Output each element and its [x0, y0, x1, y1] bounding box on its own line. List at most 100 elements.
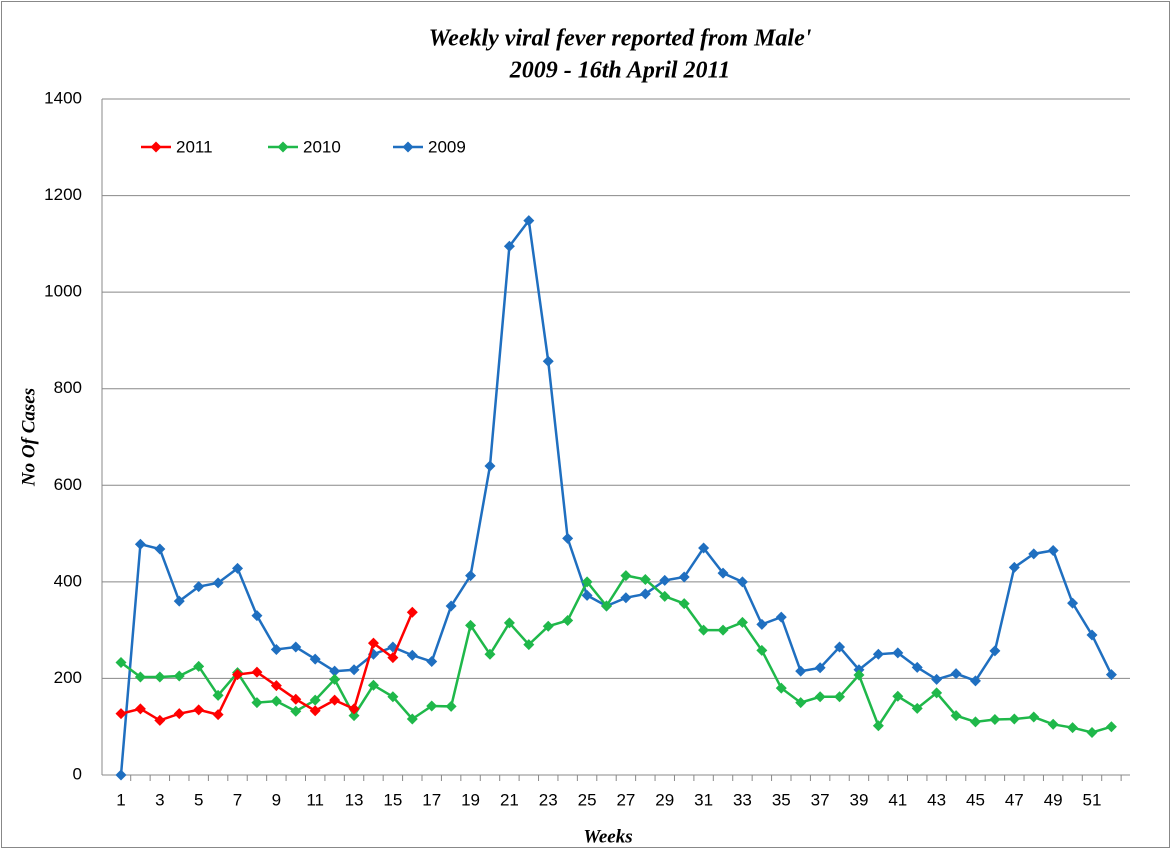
data-point	[193, 660, 205, 672]
data-point	[1086, 727, 1098, 739]
data-point	[892, 647, 904, 659]
x-tick-label: 27	[616, 790, 635, 809]
data-point	[232, 562, 244, 574]
data-point	[795, 665, 807, 677]
data-point	[115, 656, 127, 668]
data-point	[309, 653, 321, 665]
data-point	[270, 695, 282, 707]
x-tick-label: 17	[422, 790, 441, 809]
data-point	[834, 691, 846, 703]
data-point	[212, 577, 224, 589]
x-tick-label: 13	[345, 790, 364, 809]
chart-subtitle: 2009 - 16th April 2011	[509, 58, 730, 84]
data-point	[173, 670, 185, 682]
x-tick-label: 9	[272, 790, 281, 809]
y-tick-label: 1400	[44, 88, 82, 107]
data-point	[678, 598, 690, 610]
x-tick-label: 51	[1083, 790, 1102, 809]
data-point	[814, 662, 826, 674]
data-point	[872, 720, 884, 732]
data-point	[834, 641, 846, 653]
data-point	[659, 590, 671, 602]
data-point	[523, 639, 535, 651]
x-tick-label: 21	[500, 790, 519, 809]
data-point	[387, 691, 399, 703]
data-point	[698, 624, 710, 636]
data-point	[193, 581, 205, 593]
data-point	[134, 671, 146, 683]
data-point	[639, 573, 651, 585]
data-point	[581, 576, 593, 588]
y-tick-label: 1000	[44, 282, 82, 301]
x-tick-label: 29	[655, 790, 674, 809]
chart-title: Weekly viral fever reported from Male'	[429, 26, 812, 52]
data-point	[562, 532, 574, 544]
data-point	[406, 649, 418, 661]
data-point	[406, 713, 418, 725]
data-point	[232, 669, 244, 681]
x-tick-label: 1	[116, 790, 125, 809]
data-point	[581, 589, 593, 601]
data-point	[523, 215, 535, 227]
data-point	[989, 645, 1001, 657]
data-point	[542, 620, 554, 632]
data-point	[775, 611, 787, 623]
data-point	[115, 708, 127, 720]
legend-marker	[402, 141, 414, 153]
x-tick-label: 49	[1044, 790, 1063, 809]
data-point	[620, 592, 632, 604]
data-point	[154, 543, 166, 555]
legend-marker	[150, 141, 162, 153]
data-point	[251, 697, 263, 709]
data-point	[659, 574, 671, 586]
data-point	[736, 576, 748, 588]
data-point	[445, 700, 457, 712]
data-point	[698, 542, 710, 554]
data-point	[484, 460, 496, 472]
data-point	[329, 694, 341, 706]
data-point	[270, 680, 282, 692]
data-point	[134, 703, 146, 715]
legend-label: 2009	[428, 137, 466, 156]
y-tick-label: 600	[54, 475, 82, 494]
x-tick-label: 23	[539, 790, 558, 809]
data-point	[1067, 722, 1079, 734]
data-point	[950, 710, 962, 722]
x-tick-label: 19	[461, 790, 480, 809]
data-point	[465, 570, 477, 582]
data-point	[1028, 711, 1040, 723]
series-line	[119, 217, 1113, 776]
data-point	[309, 705, 321, 717]
data-point	[1008, 561, 1020, 573]
data-point	[387, 652, 399, 664]
data-point	[950, 668, 962, 680]
data-point	[736, 616, 748, 628]
data-point	[406, 606, 418, 618]
data-point	[872, 648, 884, 660]
data-point	[1047, 544, 1059, 556]
y-tick-label: 800	[54, 378, 82, 397]
data-point	[329, 665, 341, 677]
data-point	[134, 538, 146, 550]
legend-label: 2011	[176, 137, 213, 156]
data-point	[1028, 548, 1040, 560]
data-point	[115, 769, 127, 781]
x-tick-label: 39	[849, 790, 868, 809]
y-tick-label: 0	[73, 764, 82, 783]
x-tick-label: 41	[888, 790, 907, 809]
data-point	[270, 643, 282, 655]
x-axis-title: Weeks	[583, 826, 632, 847]
y-tick-label: 400	[54, 571, 82, 590]
x-tick-label: 25	[578, 790, 597, 809]
x-tick-label: 3	[155, 790, 164, 809]
data-point	[620, 570, 632, 582]
data-point	[562, 614, 574, 626]
data-point	[931, 673, 943, 685]
data-point	[290, 705, 302, 717]
data-point	[173, 708, 185, 720]
data-point	[309, 694, 321, 706]
y-axis-title: No Of Cases	[18, 388, 39, 487]
data-point	[154, 671, 166, 683]
data-point	[426, 700, 438, 712]
